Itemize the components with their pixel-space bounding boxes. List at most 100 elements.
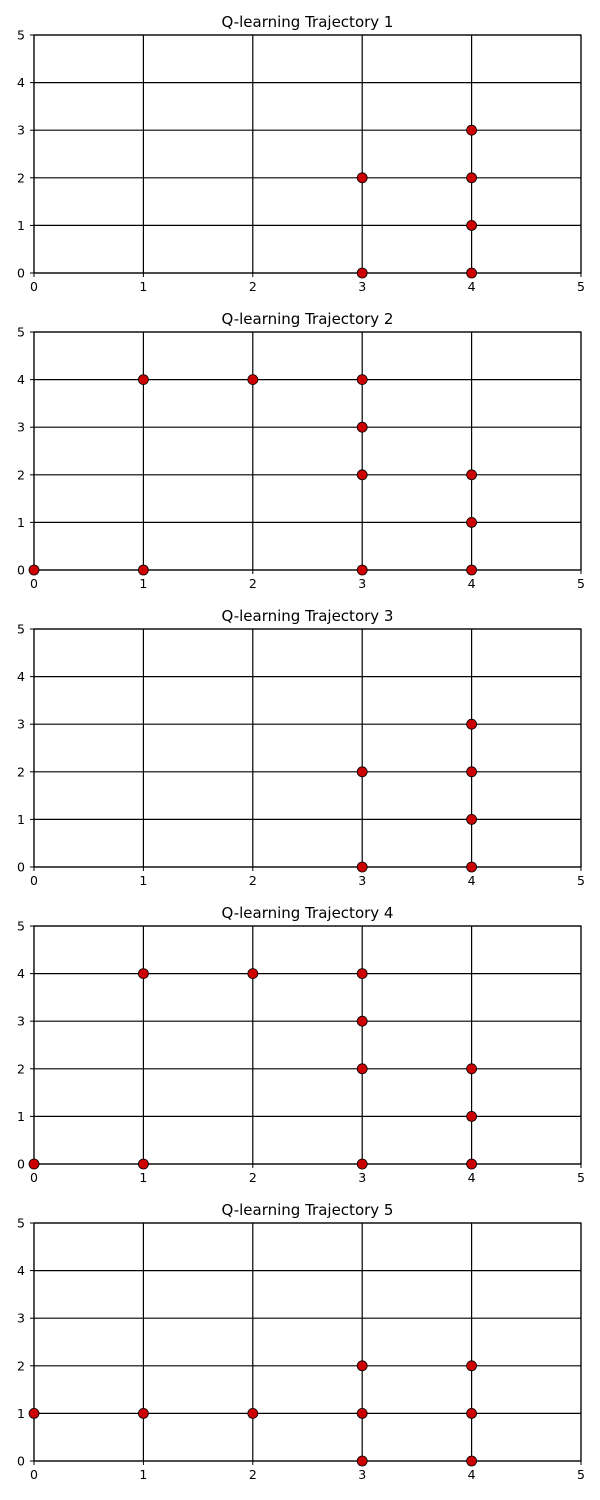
data-point <box>466 564 478 576</box>
y-tick-label: 3 <box>17 1311 25 1326</box>
data-point <box>356 861 368 873</box>
data-point <box>466 718 478 730</box>
data-point <box>466 219 478 231</box>
y-tick-label: 5 <box>17 919 25 934</box>
y-tick-label: 1 <box>17 1109 25 1124</box>
chart-title: Q-learning Trajectory 1 <box>222 13 394 31</box>
data-point <box>28 1158 40 1170</box>
y-tick-label: 4 <box>17 669 25 684</box>
x-tick-label: 1 <box>139 1467 147 1482</box>
data-point <box>356 1063 368 1075</box>
x-tick-label: 2 <box>249 576 257 591</box>
x-tick-label: 0 <box>30 279 38 294</box>
data-point <box>28 1408 40 1419</box>
chart-2: Q-learning Trajectory 2 0 1 2 3 4 5 0 1 2 3 4 5 <box>17 310 585 591</box>
chart-title: Q-learning Trajectory 4 <box>222 904 394 922</box>
y-tick-label: 1 <box>17 812 25 827</box>
x-tick-label: 2 <box>249 873 257 888</box>
data-point <box>137 1408 149 1419</box>
y-tick-label: 1 <box>17 1406 25 1421</box>
x-tick-label: 1 <box>139 873 147 888</box>
x-tick-label: 4 <box>468 1170 476 1185</box>
y-tick-label: 2 <box>17 170 25 185</box>
chart-1: Q-learning Trajectory 1 0 1 2 3 4 5 0 1 2 3 4 5 <box>17 13 585 294</box>
chart-5: Q-learning Trajectory 5 0 1 2 3 4 5 0 1 2 3 4 5 <box>17 1201 585 1482</box>
x-tick-label: 1 <box>139 1170 147 1185</box>
y-tick-label: 0 <box>17 563 25 578</box>
y-tick-label: 4 <box>17 372 25 387</box>
data-point <box>466 124 478 136</box>
x-tick-label: 5 <box>577 873 585 888</box>
x-tick-label: 3 <box>358 1170 366 1185</box>
y-tick-label: 5 <box>17 28 25 43</box>
chart-4: Q-learning Trajectory 4 0 1 2 3 4 5 0 1 2 3 4 5 <box>17 904 585 1185</box>
data-point <box>356 1360 368 1372</box>
y-tick-label: 0 <box>17 266 25 281</box>
y-tick-label: 3 <box>17 420 25 435</box>
x-tick-label: 5 <box>577 1467 585 1482</box>
data-point <box>356 564 368 576</box>
plot-frame <box>33 331 582 571</box>
x-tick-label: 0 <box>30 1170 38 1185</box>
data-point <box>247 1408 259 1419</box>
y-tick-label: 0 <box>17 1157 25 1172</box>
x-tick-label: 3 <box>358 1467 366 1482</box>
y-tick-label: 5 <box>17 622 25 637</box>
chart-title: Q-learning Trajectory 3 <box>222 607 394 625</box>
x-tick-label: 5 <box>577 576 585 591</box>
y-tick-label: 0 <box>17 1454 25 1469</box>
data-point <box>356 968 368 979</box>
x-tick-label: 0 <box>30 873 38 888</box>
x-tick-label: 2 <box>249 279 257 294</box>
y-tick-label: 3 <box>17 123 25 138</box>
x-tick-label: 2 <box>249 1170 257 1185</box>
data-point <box>356 421 368 433</box>
data-point <box>466 1158 478 1170</box>
x-tick-label: 4 <box>468 1467 476 1482</box>
y-tick-label: 1 <box>17 218 25 233</box>
x-tick-label: 4 <box>468 576 476 591</box>
data-point <box>356 766 368 778</box>
data-point <box>356 1455 368 1467</box>
y-tick-label: 2 <box>17 764 25 779</box>
data-point <box>466 469 478 481</box>
y-tick-label: 5 <box>17 325 25 340</box>
data-point <box>466 267 478 279</box>
data-point <box>466 1408 478 1419</box>
plot-frame <box>33 1222 582 1462</box>
data-point <box>466 1360 478 1372</box>
data-point <box>356 1158 368 1170</box>
y-tick-label: 2 <box>17 1358 25 1373</box>
data-point <box>466 517 478 528</box>
x-tick-label: 4 <box>468 279 476 294</box>
data-point <box>356 374 368 386</box>
x-tick-label: 4 <box>468 873 476 888</box>
data-point <box>466 1111 478 1122</box>
data-point <box>466 861 478 873</box>
data-point <box>356 172 368 184</box>
y-tick-label: 1 <box>17 515 25 530</box>
plot-frame <box>33 628 582 868</box>
y-tick-label: 4 <box>17 75 25 90</box>
x-tick-label: 3 <box>358 873 366 888</box>
x-tick-label: 0 <box>30 1467 38 1482</box>
data-point <box>247 968 259 979</box>
data-point <box>356 267 368 279</box>
y-tick-label: 3 <box>17 717 25 732</box>
y-tick-label: 3 <box>17 1014 25 1029</box>
data-point <box>466 766 478 778</box>
data-point <box>356 469 368 481</box>
data-point <box>28 564 40 576</box>
x-tick-label: 3 <box>358 576 366 591</box>
data-point <box>137 374 149 386</box>
y-tick-label: 5 <box>17 1216 25 1231</box>
data-point <box>137 968 149 979</box>
data-point <box>356 1015 368 1027</box>
plot-frame <box>33 925 582 1165</box>
data-point <box>466 814 478 825</box>
chart-title: Q-learning Trajectory 5 <box>222 1201 394 1219</box>
x-tick-label: 5 <box>577 279 585 294</box>
y-tick-label: 2 <box>17 1061 25 1076</box>
data-point <box>466 172 478 184</box>
